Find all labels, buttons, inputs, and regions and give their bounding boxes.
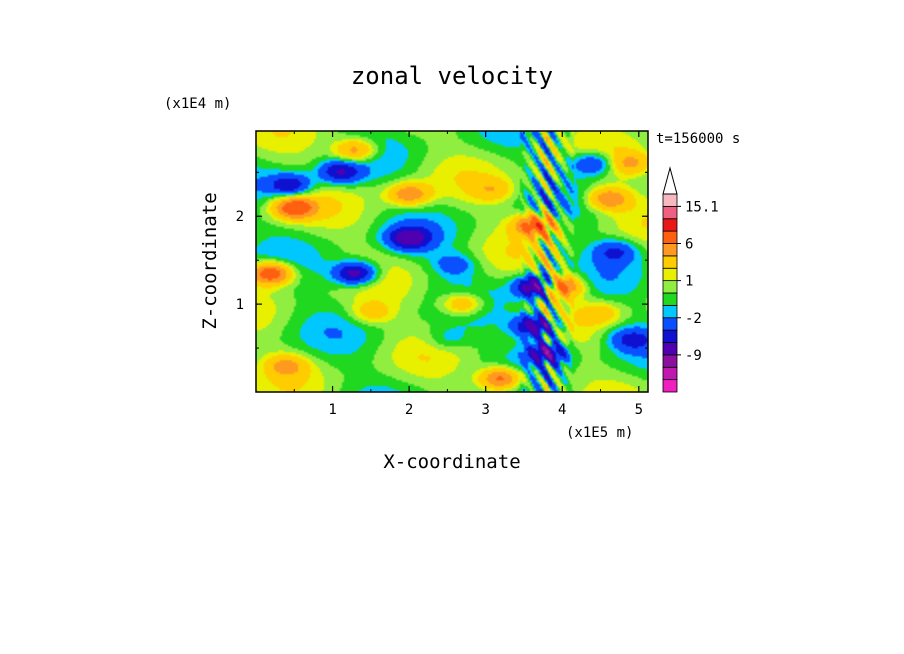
- colorbar-segment: [662, 243, 678, 257]
- x-tick-label: 3: [481, 402, 489, 418]
- colorbar-segment: [662, 218, 678, 232]
- colorbar-segment: [662, 354, 678, 368]
- colorbar-segment: [662, 317, 678, 331]
- colorbar-tick-label: -9: [685, 348, 702, 364]
- heatmap-field: [256, 131, 648, 392]
- y-axis-label: Z-coordinate: [199, 192, 221, 329]
- y-axis: 12: [236, 171, 648, 349]
- time-label: t=156000 s: [656, 131, 740, 147]
- x-tick-label: 5: [635, 402, 643, 418]
- colorbar-segment: [662, 193, 678, 207]
- x-axis-label: X-coordinate: [383, 451, 520, 473]
- x-tick-label: 2: [405, 402, 413, 418]
- colorbar-tick-label: 1: [685, 274, 693, 290]
- x-tick-label: 1: [328, 402, 336, 418]
- colorbar-segment: [662, 205, 678, 220]
- plot-frame: [255, 130, 649, 393]
- heatmap-plot-area: [256, 131, 648, 392]
- colorbar-segment: [662, 379, 678, 393]
- colorbar-segment: [662, 292, 678, 306]
- colorbar-segment: [662, 366, 678, 381]
- colorbar-segment: [662, 230, 678, 244]
- x-unit-label: (x1E5 m): [566, 425, 633, 441]
- colorbar-tick-label: 6: [685, 237, 693, 253]
- colorbar-extend-arrow: [662, 166, 678, 195]
- colorbar-segment: [662, 267, 678, 282]
- colorbar-segment: [662, 255, 678, 269]
- chart-title: zonal velocity: [351, 62, 553, 90]
- colorbar-segment: [662, 342, 678, 356]
- colorbar-tick-label: -2: [685, 311, 702, 327]
- x-axis: 1 2 3 4 5: [293, 131, 643, 418]
- colorbar-segment: [662, 280, 678, 294]
- colorbar-segment: [662, 329, 678, 343]
- y-unit-label: (x1E4 m): [164, 96, 231, 112]
- colorbar-tick-label: 15.1: [685, 199, 719, 215]
- colorbar: 15.1 6 1 -2 -9: [662, 166, 719, 393]
- y-tick-label: 1: [236, 297, 244, 313]
- x-tick-label: 4: [558, 402, 566, 418]
- y-tick-label: 2: [236, 209, 244, 225]
- colorbar-segment: [662, 304, 678, 319]
